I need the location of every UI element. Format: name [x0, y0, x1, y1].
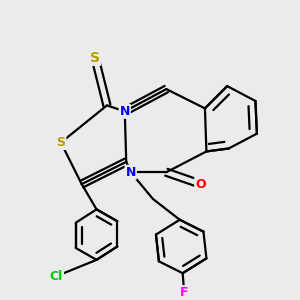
- Text: N: N: [125, 166, 136, 179]
- Text: F: F: [180, 286, 188, 299]
- Text: Cl: Cl: [50, 270, 63, 283]
- Text: N: N: [120, 105, 130, 118]
- Text: O: O: [195, 178, 206, 190]
- Text: S: S: [56, 136, 65, 149]
- Text: S: S: [90, 51, 100, 65]
